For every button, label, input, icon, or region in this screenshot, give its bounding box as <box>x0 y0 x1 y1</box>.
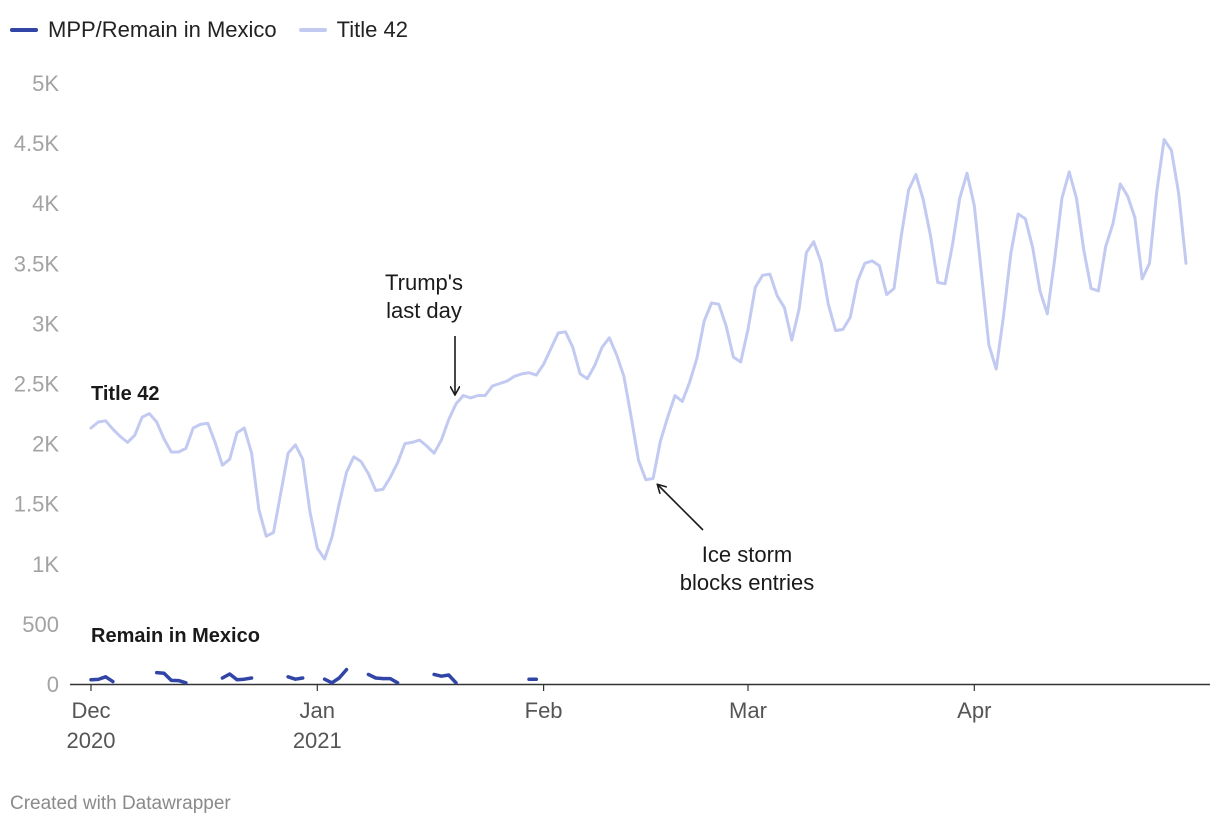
y-tick-label: 3.5K <box>14 251 60 276</box>
y-tick-label: 2K <box>32 432 59 457</box>
x-tick-label: Dec <box>71 698 110 723</box>
chart-legend: MPP/Remain in Mexico Title 42 <box>10 14 408 46</box>
legend-item-title42: Title 42 <box>298 17 408 43</box>
series-line-mpp-remain-in-mexico <box>220 672 254 682</box>
x-tick-label: Mar <box>729 698 767 723</box>
series-line-mpp-remain-in-mexico <box>432 672 458 685</box>
series-line-mpp-remain-in-mexico <box>366 672 400 685</box>
series-layer <box>89 138 1188 685</box>
legend-swatch-mpp <box>10 28 38 32</box>
y-tick-label: 4K <box>32 191 59 216</box>
x-tick-year-label: 2020 <box>67 728 116 753</box>
annotation-layer: Title 42 Remain in Mexico Trump's last day I… <box>91 270 814 647</box>
series-line-mpp-remain-in-mexico <box>154 670 188 685</box>
x-tick-year-label: 2021 <box>293 728 342 753</box>
series-line-mpp-remain-in-mexico <box>322 667 349 685</box>
x-tick-label: Feb <box>525 698 563 723</box>
series-line-mpp-remain-in-mexico <box>89 675 115 684</box>
legend-label-mpp: MPP/Remain in Mexico <box>48 17 277 42</box>
y-tick-label: 4.5K <box>14 131 60 156</box>
y-tick-label: 500 <box>22 612 59 637</box>
legend-swatch-title42 <box>298 28 327 32</box>
legend-item-mpp: MPP/Remain in Mexico <box>10 17 277 43</box>
series-direct-label: Remain in Mexico <box>91 625 260 647</box>
y-tick-label: 2.5K <box>14 372 60 397</box>
annotation-text: Ice storm blocks entries <box>680 542 815 595</box>
annotation-text: Trump's last day <box>385 270 463 323</box>
y-axis-ticks: 0 500 1K 1.5K 2K 2.5K 3K 3.5K 4K 4.5K 5K <box>14 71 60 697</box>
y-tick-label: 3K <box>32 311 59 336</box>
series-line-mpp-remain-in-mexico <box>286 675 305 681</box>
y-tick-label: 0 <box>47 672 59 697</box>
legend-label-title42: Title 42 <box>336 17 408 42</box>
footer-credit: Created with Datawrapper <box>10 793 231 814</box>
series-direct-label: Title 42 <box>91 383 160 405</box>
annotation-arrow <box>658 485 704 531</box>
x-axis-ticks: Dec 2020 Jan 2021 Feb Mar Apr <box>67 684 991 753</box>
y-tick-label: 5K <box>32 71 59 96</box>
y-tick-label: 1.5K <box>14 492 60 517</box>
x-tick-label: Jan <box>300 698 335 723</box>
series-line-title-42 <box>89 138 1188 561</box>
x-tick-label: Apr <box>957 698 991 723</box>
y-tick-label: 1K <box>32 552 59 577</box>
